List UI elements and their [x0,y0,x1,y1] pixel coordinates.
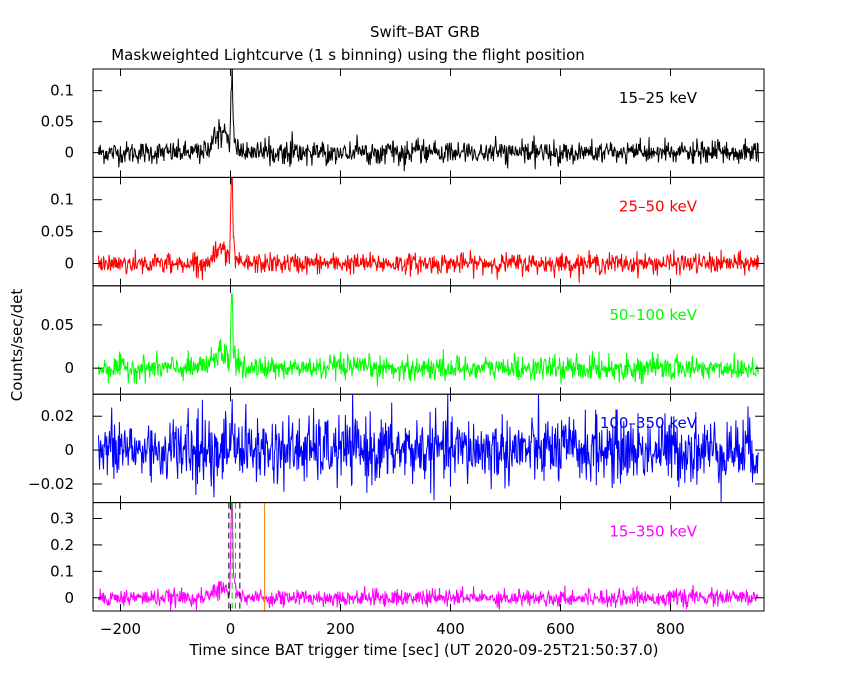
series-line-2 [98,177,759,283]
y-tick-label: −0.02 [28,475,74,493]
x-tick-label: 200 [326,620,355,638]
panels-group: 0 0.05 0.1 15–25 keV 0 0.05 0.1 25–50 keV 0 0.05 5… [28,68,765,612]
y-tick-label: 0.3 [50,509,74,527]
band-label: 15–350 keV [609,523,697,541]
x-tick-label: 0 [226,620,236,638]
chart-subtitle: Maskweighted Lightcurve (1 s binning) us… [111,46,585,64]
y-axis-label: Counts/sec/det [8,289,26,402]
panel-frame [92,502,765,612]
band-label: 25–50 keV [619,197,698,215]
panel-1: 0 0.05 0.1 15–25 keV [41,68,765,178]
x-tick-label: 800 [656,620,685,638]
x-tick-label: 600 [546,620,575,638]
x-tick-label: −200 [100,620,141,638]
y-tick-label: 0 [64,589,74,607]
panel-frame [92,68,765,178]
band-label: 15–25 keV [619,89,698,107]
y-tick-label: 0 [64,254,74,272]
y-tick-label: 0 [64,359,74,377]
series-line-3 [98,292,759,387]
y-tick-label: 0.05 [41,316,74,334]
y-tick-label: 0.2 [50,536,74,554]
band-label: 50–100 keV [609,306,697,324]
x-tick-label: 400 [436,620,465,638]
panel-4: −0.02 0 0.02 100–350 keV [28,393,765,504]
series-line-5 [98,502,759,611]
y-tick-label: 0.1 [50,562,74,580]
panel-frame [92,285,765,395]
x-axis: −200 0 200 400 600 800 [100,620,685,638]
y-tick-label: 0 [64,144,74,162]
y-tick-label: 0 [64,441,74,459]
band-label: 100–350 keV [600,414,698,432]
y-tick-label: 0.1 [50,82,74,100]
y-tick-label: 0.05 [41,113,74,131]
y-tick-label: 0.02 [41,407,74,425]
panel-5: 0 0.1 0.2 0.3 15–350 keV [50,502,765,612]
x-axis-label: Time since BAT trigger time [sec] (UT 20… [189,641,659,659]
y-tick-label: 0.05 [41,223,74,241]
y-tick-label: 0.1 [50,191,74,209]
panel-2: 0 0.05 0.1 25–50 keV [41,176,765,287]
series-line-1 [98,69,759,172]
panel-3: 0 0.05 50–100 keV [41,285,765,395]
chart-title: Swift–BAT GRB [370,23,480,41]
series-line-4 [98,394,759,503]
